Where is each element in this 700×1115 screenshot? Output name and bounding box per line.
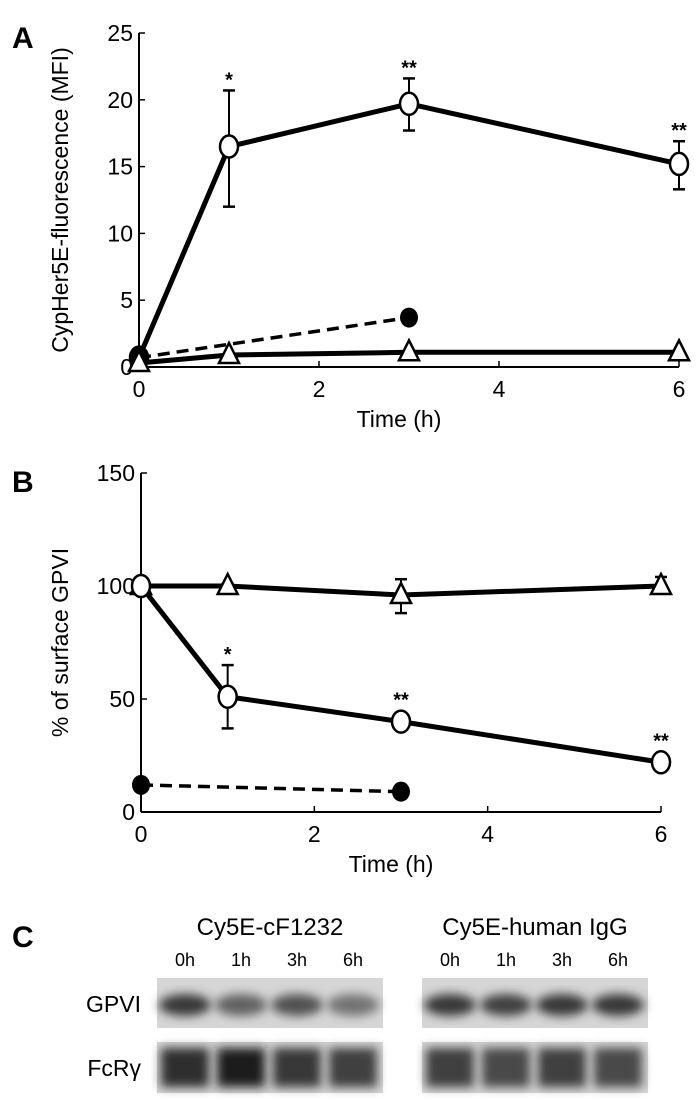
x-axis-label: Time (h) xyxy=(349,851,434,877)
data-point-open-triangle xyxy=(216,340,242,365)
series-line xyxy=(138,349,679,366)
lane-label: 1h xyxy=(231,950,251,970)
data-point-open-circle xyxy=(130,573,152,599)
data-point-open-triangle xyxy=(396,337,422,362)
data-point-filled-circle xyxy=(400,307,418,328)
fcrg-band xyxy=(329,1048,377,1087)
y-tick-label: 0 xyxy=(122,799,135,825)
data-point-open-triangle xyxy=(388,580,414,605)
blot-title: Cy5E-human IgG xyxy=(442,914,627,941)
series-line xyxy=(140,783,402,794)
significance-marker: ** xyxy=(393,690,409,712)
lane-label: 0h xyxy=(175,950,195,970)
lane-label: 3h xyxy=(552,950,572,970)
data-point-open-circle xyxy=(668,151,690,177)
series-line xyxy=(136,101,680,359)
fcrg-band xyxy=(538,1048,586,1087)
gpvi-band xyxy=(159,994,211,1016)
fcrg-band xyxy=(594,1048,642,1087)
fcrg-band xyxy=(161,1048,209,1087)
x-tick-label: 6 xyxy=(655,821,668,847)
y-tick-label: 150 xyxy=(97,460,135,486)
y-tick-label: 25 xyxy=(107,20,133,46)
fcrg-band xyxy=(217,1048,265,1087)
fcrg-band xyxy=(482,1048,530,1087)
significance-marker: ** xyxy=(671,120,687,142)
data-point-filled-circle xyxy=(132,774,150,795)
series-line xyxy=(141,583,662,598)
data-point-filled-circle xyxy=(392,781,410,802)
gpvi-band xyxy=(215,994,267,1016)
data-point-open-circle xyxy=(398,91,420,117)
lane-label: 0h xyxy=(440,950,460,970)
panel-letter-c: C xyxy=(12,921,34,954)
data-point-open-triangle xyxy=(666,337,692,362)
significance-marker: ** xyxy=(401,57,417,79)
y-tick-label: 10 xyxy=(107,220,133,246)
series-line xyxy=(138,315,410,360)
x-tick-label: 2 xyxy=(308,821,321,847)
row-label-fcrg: FcRγ xyxy=(87,1055,141,1081)
lane-label: 6h xyxy=(608,950,628,970)
panel-letter-a: A xyxy=(12,22,34,55)
y-tick-label: 50 xyxy=(109,686,135,712)
y-tick-label: 5 xyxy=(120,287,133,313)
y-axis-label: CypHer5E-fluorescence (MFI) xyxy=(47,47,73,352)
y-tick-label: 20 xyxy=(107,87,133,113)
data-point-open-circle xyxy=(650,750,672,775)
gpvi-band xyxy=(536,994,588,1016)
x-tick-label: 4 xyxy=(481,821,494,847)
significance-marker: * xyxy=(225,69,233,91)
gpvi-band xyxy=(592,994,644,1016)
data-point-open-circle xyxy=(390,709,412,734)
significance-marker: ** xyxy=(653,730,669,752)
gpvi-band xyxy=(327,994,379,1016)
significance-marker: * xyxy=(224,644,232,666)
lane-label: 1h xyxy=(496,950,516,970)
panel-letter-b: B xyxy=(12,466,34,499)
row-label-gpvi: GPVI xyxy=(86,991,141,1017)
y-tick-label: 100 xyxy=(97,573,135,599)
data-point-open-circle xyxy=(218,134,240,159)
lane-label: 3h xyxy=(287,950,307,970)
gpvi-band xyxy=(480,994,532,1016)
fcrg-band xyxy=(273,1048,321,1087)
data-point-open-circle xyxy=(217,684,238,709)
data-point-open-triangle xyxy=(126,348,152,373)
x-tick-label: 2 xyxy=(313,376,326,402)
x-axis-label: Time (h) xyxy=(357,406,442,432)
series-line xyxy=(139,584,662,765)
y-tick-label: 15 xyxy=(107,154,133,180)
y-axis-label: % of surface GPVI xyxy=(47,548,73,737)
gpvi-band xyxy=(271,994,323,1016)
fcrg-band xyxy=(426,1048,474,1087)
lane-label: 6h xyxy=(343,950,363,970)
x-tick-label: 4 xyxy=(493,376,506,402)
gpvi-band xyxy=(424,994,476,1016)
x-tick-label: 6 xyxy=(673,376,686,402)
x-tick-label: 0 xyxy=(133,376,146,402)
x-tick-label: 0 xyxy=(135,821,148,847)
data-point-open-triangle xyxy=(215,571,240,596)
blot-title: Cy5E-cF1232 xyxy=(197,914,344,941)
data-point-open-triangle xyxy=(648,571,674,596)
